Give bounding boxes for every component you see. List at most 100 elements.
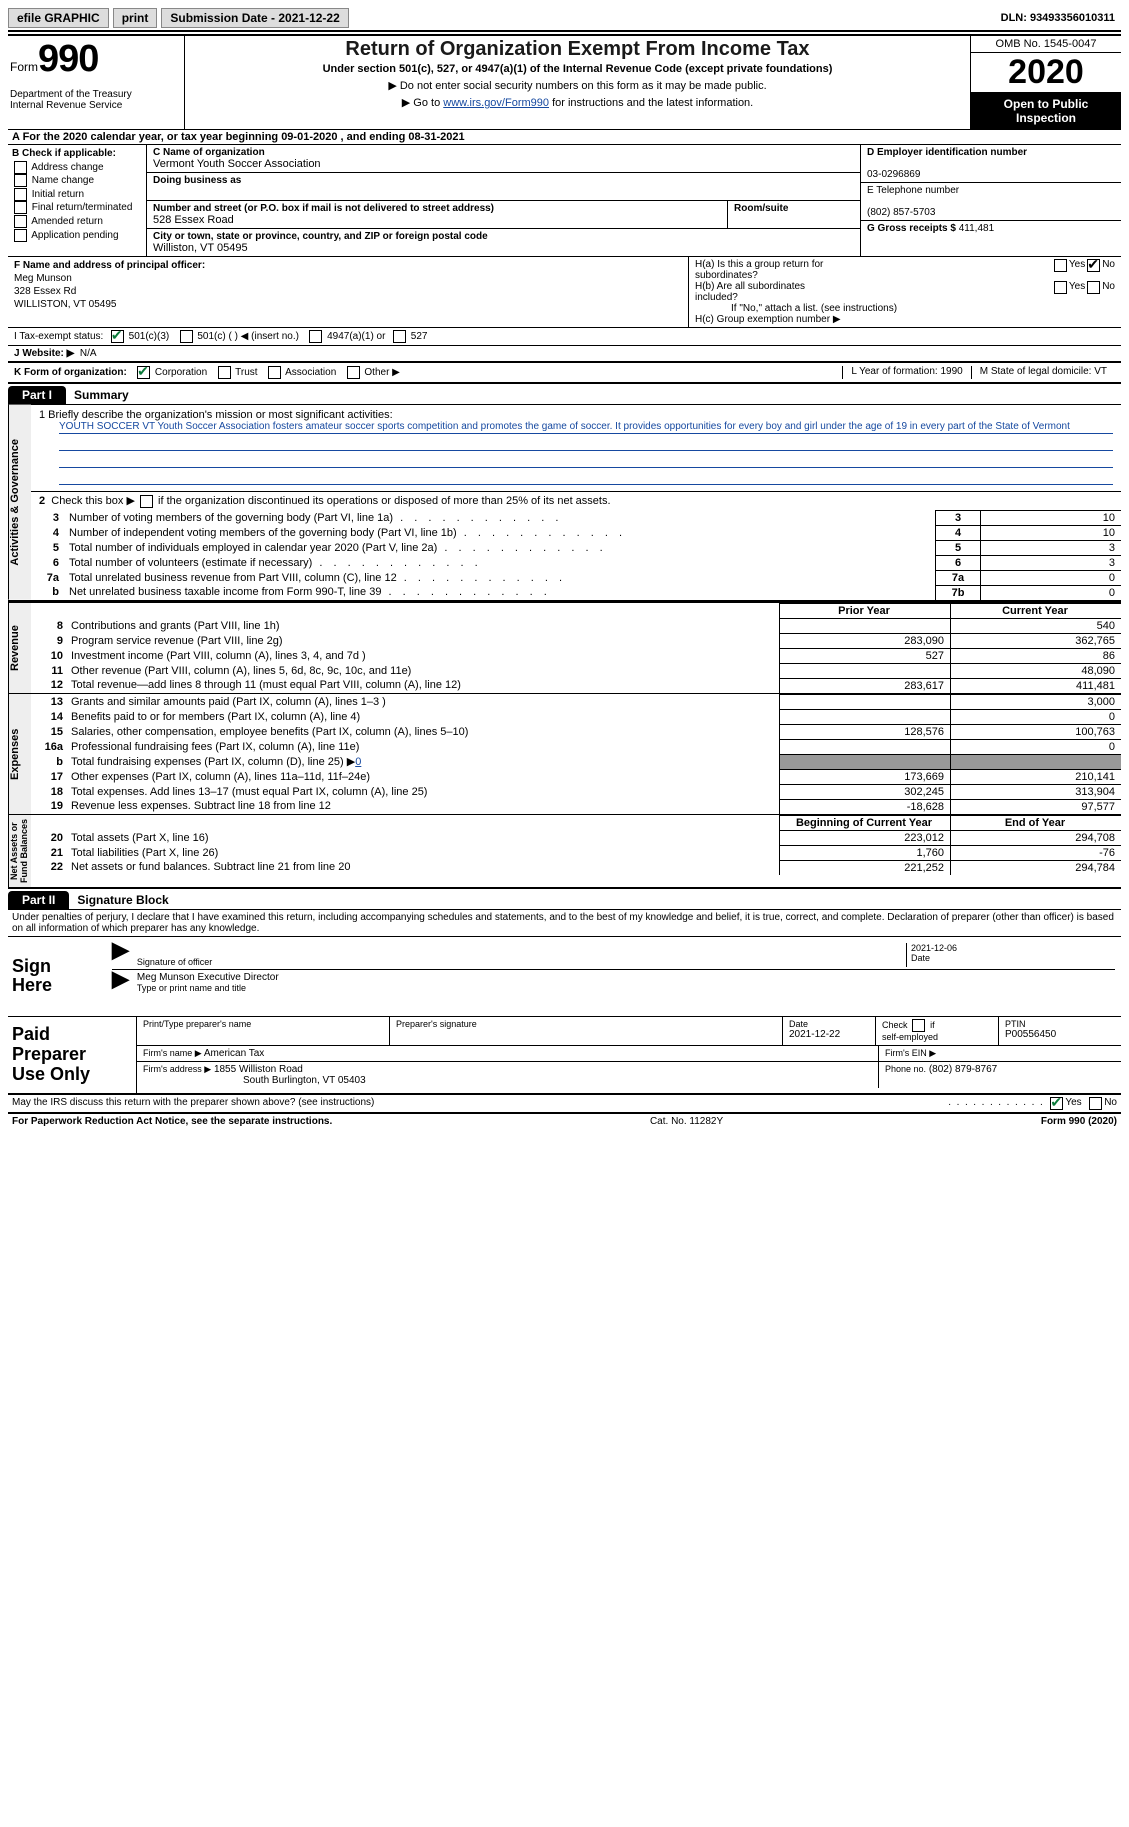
sig-officer-label: Signature of officer	[137, 957, 902, 967]
sig-date-value: 2021-12-06	[911, 943, 1111, 953]
prep-date-value: 2021-12-22	[789, 1029, 869, 1040]
table-row: 11Other revenue (Part VIII, column (A), …	[31, 663, 1121, 678]
table-row: bTotal fundraising expenses (Part IX, co…	[31, 754, 1121, 769]
part1-tab: Part I	[8, 386, 66, 404]
table-row: 17Other expenses (Part IX, column (A), l…	[31, 769, 1121, 784]
chk-address-change[interactable]	[14, 161, 27, 174]
chk-hb-no[interactable]	[1087, 281, 1100, 294]
firm-ein-label: Firm's EIN ▶	[885, 1048, 936, 1058]
firm-addr1: 1855 Williston Road	[214, 1064, 303, 1075]
chk-501c[interactable]	[180, 330, 193, 343]
chk-app-pending[interactable]	[14, 229, 27, 242]
table-row: 8Contributions and grants (Part VIII, li…	[31, 618, 1121, 633]
type-name-label: Type or print name and title	[137, 983, 1111, 993]
chk-initial-return[interactable]	[14, 188, 27, 201]
chk-trust[interactable]	[218, 366, 231, 379]
chk-corp[interactable]	[137, 366, 150, 379]
fh-block: F Name and address of principal officer:…	[8, 257, 1121, 328]
chk-self-employed[interactable]	[912, 1019, 925, 1032]
table-row: 4Number of independent voting members of…	[31, 525, 1121, 540]
gross-label: G Gross receipts $	[867, 223, 956, 234]
chk-amended[interactable]	[14, 215, 27, 228]
table-row: 6Total number of volunteers (estimate if…	[31, 555, 1121, 570]
q1-mission: YOUTH SOCCER VT Youth Soccer Association…	[59, 421, 1113, 434]
top-toolbar: efile GRAPHIC print Submission Date - 20…	[8, 6, 1121, 30]
line-i: I Tax-exempt status: 501(c)(3) 501(c) ( …	[8, 328, 1121, 346]
paid-preparer-label: Paid Preparer Use Only	[8, 1017, 136, 1092]
table-row: 21Total liabilities (Part X, line 26)1,7…	[31, 845, 1121, 860]
city-value: Williston, VT 05495	[153, 242, 248, 254]
table-row: 14Benefits paid to or for members (Part …	[31, 709, 1121, 724]
officer-name: Meg Munson	[14, 273, 72, 284]
chk-ha-no[interactable]	[1087, 259, 1100, 272]
form-subtitle: Under section 501(c), 527, or 4947(a)(1)…	[193, 63, 962, 75]
prep-date-label: Date	[789, 1019, 869, 1029]
chk-assoc[interactable]	[268, 366, 281, 379]
officer-printed-name: Meg Munson Executive Director	[137, 972, 1111, 983]
part2-tab: Part II	[8, 891, 69, 909]
chk-final-return[interactable]	[14, 201, 27, 214]
street-label: Number and street (or P.O. box if mail i…	[153, 203, 494, 214]
chk-hb-yes[interactable]	[1054, 281, 1067, 294]
part1-title: Summary	[66, 386, 137, 404]
officer-street: 328 Essex Rd	[14, 286, 76, 297]
part2-title: Signature Block	[69, 891, 176, 909]
hc-label: H(c) Group exemption number ▶	[695, 314, 1115, 325]
firm-name: American Tax	[204, 1048, 264, 1059]
section-b: B Check if applicable: Address change Na…	[8, 145, 147, 256]
table-row: 15Salaries, other compensation, employee…	[31, 724, 1121, 739]
table-row: 5Total number of individuals employed in…	[31, 540, 1121, 555]
sign-here-block: Sign Here ▶ Signature of officer 2021-12…	[8, 936, 1121, 1017]
table-row: 10Investment income (Part VIII, column (…	[31, 648, 1121, 663]
instr-2: ▶ Go to www.irs.gov/Form990 for instruct…	[193, 96, 962, 109]
prep-name-label: Print/Type preparer's name	[143, 1019, 383, 1029]
year-formation: L Year of formation: 1990	[842, 366, 970, 379]
discuss-line: May the IRS discuss this return with the…	[8, 1094, 1121, 1112]
q2-line: 2 Check this box ▶ if the organization d…	[31, 492, 1121, 510]
firm-name-label: Firm's name ▶	[143, 1048, 202, 1058]
chk-other[interactable]	[347, 366, 360, 379]
ein-value: 03-0296869	[867, 169, 920, 180]
part2-header: Part II Signature Block	[8, 891, 1121, 909]
phone-value: (802) 857-5703	[867, 207, 935, 218]
table-row: 16aProfessional fundraising fees (Part I…	[31, 739, 1121, 754]
chk-4947[interactable]	[309, 330, 322, 343]
gross-value: 411,481	[959, 223, 994, 234]
city-label: City or town, state or province, country…	[153, 231, 488, 242]
name-label: C Name of organization	[153, 147, 265, 158]
revenue-section: Revenue Prior YearCurrent Year8Contribut…	[8, 602, 1121, 693]
table-row: 13Grants and similar amounts paid (Part …	[31, 694, 1121, 709]
form990-link[interactable]: www.irs.gov/Form990	[443, 97, 549, 109]
chk-501c3[interactable]	[111, 330, 124, 343]
form-header: Form990 Department of the Treasury Inter…	[8, 34, 1121, 129]
table-row: 18Total expenses. Add lines 13–17 (must …	[31, 784, 1121, 799]
form-ref: Form 990 (2020)	[1041, 1116, 1117, 1127]
chk-527[interactable]	[393, 330, 406, 343]
chk-ha-yes[interactable]	[1054, 259, 1067, 272]
dln-label: DLN: 93493356010311	[995, 10, 1121, 26]
chk-discuss-no[interactable]	[1089, 1097, 1102, 1110]
sidebar-netassets: Net Assets or Fund Balances	[8, 815, 31, 887]
sign-here-label: Sign Here	[8, 937, 106, 1017]
form-word: Form	[10, 60, 38, 74]
part1-body: Activities & Governance 1 Briefly descri…	[8, 404, 1121, 602]
ptin-label: PTIN	[1005, 1019, 1115, 1029]
form-number: 990	[38, 38, 98, 80]
page-footer: For Paperwork Reduction Act Notice, see …	[8, 1112, 1121, 1129]
cat-no: Cat. No. 11282Y	[332, 1116, 1041, 1127]
hb-label: H(b) Are all subordinates included?	[695, 281, 1052, 303]
firm-addr2: South Burlington, VT 05403	[143, 1075, 366, 1086]
firm-phone: (802) 879-8767	[929, 1064, 997, 1075]
street-value: 528 Essex Road	[153, 214, 234, 226]
efile-button[interactable]: efile GRAPHIC	[8, 8, 109, 28]
chk-discuss-yes[interactable]	[1050, 1097, 1063, 1110]
chk-name-change[interactable]	[14, 174, 27, 187]
form-title: Return of Organization Exempt From Incom…	[193, 38, 962, 61]
sig-date-label: Date	[911, 953, 1111, 963]
chk-q2[interactable]	[140, 495, 153, 508]
netassets-section: Net Assets or Fund Balances Beginning of…	[8, 814, 1121, 889]
entity-block: B Check if applicable: Address change Na…	[8, 145, 1121, 257]
print-button[interactable]: print	[113, 8, 158, 28]
ha-label: H(a) Is this a group return for subordin…	[695, 259, 1052, 281]
open-to-public: Open to Public Inspection	[971, 93, 1121, 129]
